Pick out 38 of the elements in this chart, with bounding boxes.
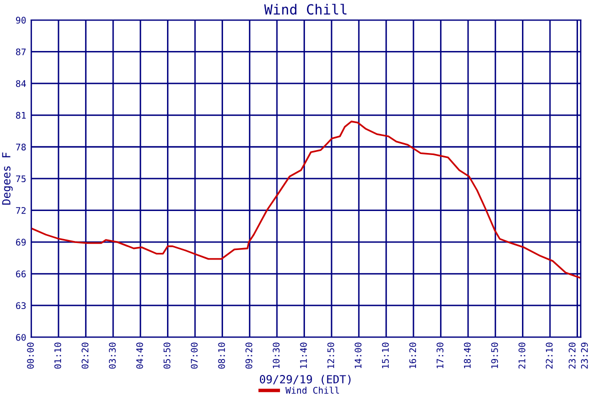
x-tick-label: 11:40	[300, 342, 307, 368]
y-tick-label: 63	[16, 302, 26, 310]
x-tick-label: 04:40	[136, 342, 144, 369]
x-tick-label: 18:40	[464, 342, 471, 368]
y-tick-label: 90	[16, 16, 26, 24]
y-tick-label: 75	[16, 175, 26, 182]
x-tick-label: 02:20	[82, 342, 88, 369]
y-tick-label: 66	[16, 270, 26, 278]
x-tick-label: 19:50	[491, 342, 498, 368]
y-tick-label: 84	[16, 80, 26, 88]
y-tick-label: 60	[16, 334, 26, 341]
chart-title: Wind Chill	[264, 4, 346, 15]
x-tick-label: 00:00	[27, 342, 34, 369]
x-tick-label: 22:10	[546, 342, 553, 369]
x-tick-label: 07:00	[190, 342, 198, 369]
x-tick-label: 05:50	[164, 342, 170, 369]
y-tick-label: 72	[16, 207, 26, 214]
x-tick-label: 10:30	[272, 342, 280, 368]
y-axis-title: Degees F	[2, 152, 13, 205]
x-tick-label: 23:29	[581, 342, 588, 369]
x-tick-label: 08:10	[218, 342, 225, 369]
y-tick-label: 69	[16, 238, 26, 246]
x-tick-label: 09:20	[245, 342, 252, 369]
x-tick-label: 23:20	[568, 342, 576, 369]
x-tick-label: 12:50	[327, 342, 334, 368]
x-axis-title: 09/29/19 (EDT)	[260, 374, 351, 385]
y-tick-label: 87	[16, 48, 26, 56]
x-tick-label: 03:30	[108, 342, 116, 369]
x-tick-label: 15:10	[382, 342, 389, 368]
x-tick-label: 16:20	[409, 342, 416, 368]
y-tick-label: 78	[16, 144, 26, 150]
x-tick-label: 17:30	[436, 342, 444, 368]
legend-label: Wind Chill	[285, 386, 339, 394]
line-series	[31, 120, 581, 279]
x-tick-label: 21:00	[518, 342, 526, 369]
y-tick-label: 81	[16, 112, 26, 119]
x-tick-label: 14:00	[354, 342, 362, 368]
x-tick-label: 01:10	[54, 342, 62, 369]
